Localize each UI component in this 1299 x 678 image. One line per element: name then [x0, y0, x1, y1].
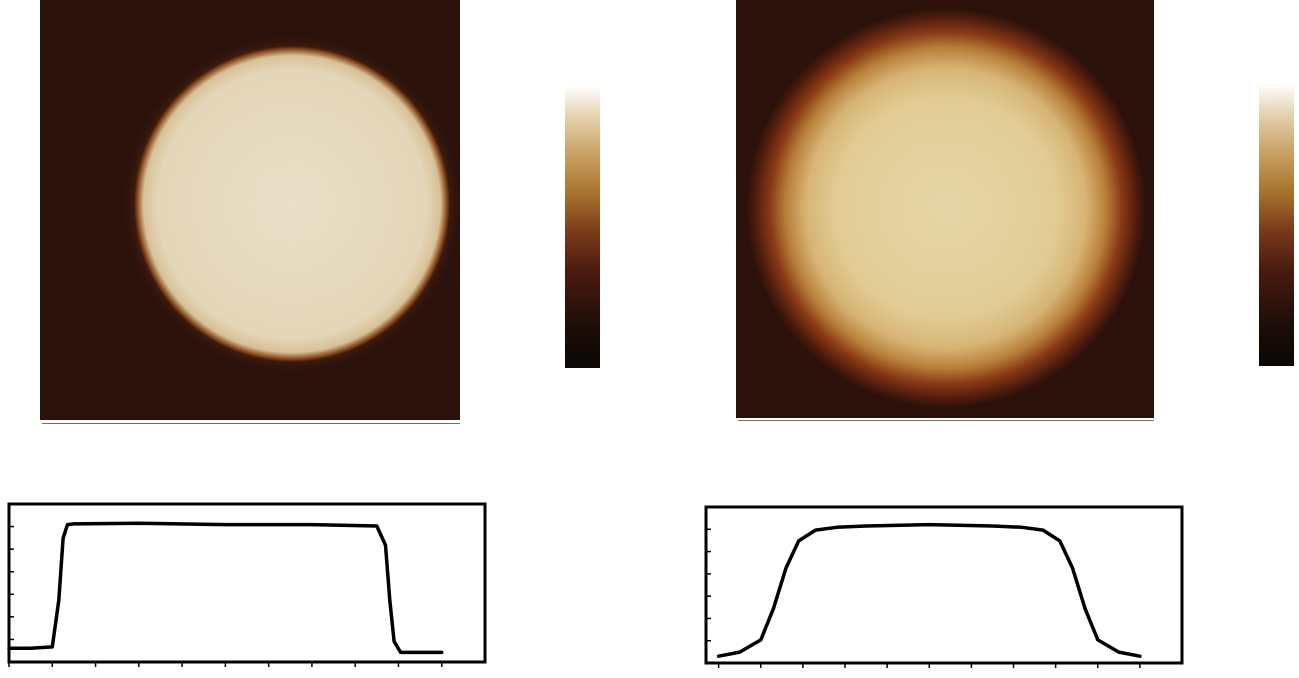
left-scale-bar	[42, 423, 460, 424]
right-colorbar	[1259, 84, 1294, 366]
left-colorbar	[565, 86, 600, 368]
left-profile-line	[7, 521, 444, 655]
left-profile-svg	[7, 502, 487, 667]
right-scale-bar	[738, 420, 1154, 421]
right-profile-svg	[704, 505, 1184, 668]
right-profile-frame	[704, 505, 1184, 665]
right-afm-image	[736, 0, 1154, 418]
right-profile-line	[716, 522, 1142, 658]
left-profile-frame	[7, 502, 487, 664]
left-profile-chart	[7, 502, 487, 667]
right-profile-chart	[704, 505, 1184, 668]
left-afm-image	[40, 0, 460, 420]
